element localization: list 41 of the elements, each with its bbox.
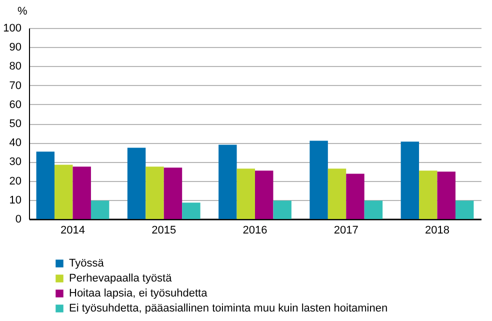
y-tick-label: 0 <box>15 214 22 226</box>
bar <box>146 166 164 219</box>
bar <box>72 166 91 219</box>
legend-label: Työssä <box>69 258 105 270</box>
bar <box>364 200 383 219</box>
y-tick-label: 20 <box>9 175 22 188</box>
y-tick-label: 40 <box>9 137 22 150</box>
y-tick-label: 50 <box>9 118 22 130</box>
y-axis-title: % <box>18 6 28 18</box>
y-tick-label: 30 <box>9 156 22 168</box>
bar <box>437 172 456 219</box>
y-tick-label: 80 <box>9 60 22 73</box>
bar <box>182 202 200 219</box>
bar <box>90 200 110 219</box>
x-tick-label: 2014 <box>60 224 85 236</box>
bar <box>127 148 146 219</box>
bar <box>218 144 237 219</box>
legend-label: Ei työsuhdetta, pääasiallinen toiminta muu kuin lasten hoitaminen <box>69 302 388 314</box>
y-tick-label: 70 <box>9 80 22 92</box>
bar <box>54 164 73 219</box>
y-tick-label: 10 <box>9 194 22 206</box>
bar <box>273 200 292 219</box>
y-tick-label: 90 <box>9 42 22 54</box>
bar <box>36 152 55 219</box>
bar <box>346 174 364 219</box>
bar <box>255 170 274 219</box>
bar <box>455 200 474 219</box>
y-tick-label: 60 <box>9 98 22 111</box>
bar <box>400 142 420 219</box>
x-tick-label: 2018 <box>425 224 450 236</box>
y-tick-label: 100 <box>3 22 22 34</box>
legend-label: Hoitaa lapsia, ei työsuhdetta <box>69 288 208 300</box>
x-tick-label: 2016 <box>242 224 268 236</box>
x-tick-label: 2015 <box>152 224 176 236</box>
legend-label: Perhevapaalla työstä <box>69 272 173 284</box>
bar <box>419 170 438 219</box>
bar <box>310 140 328 219</box>
bar <box>164 168 182 219</box>
bar <box>328 168 346 219</box>
x-tick-label: 2017 <box>334 224 358 236</box>
bar <box>236 168 255 219</box>
